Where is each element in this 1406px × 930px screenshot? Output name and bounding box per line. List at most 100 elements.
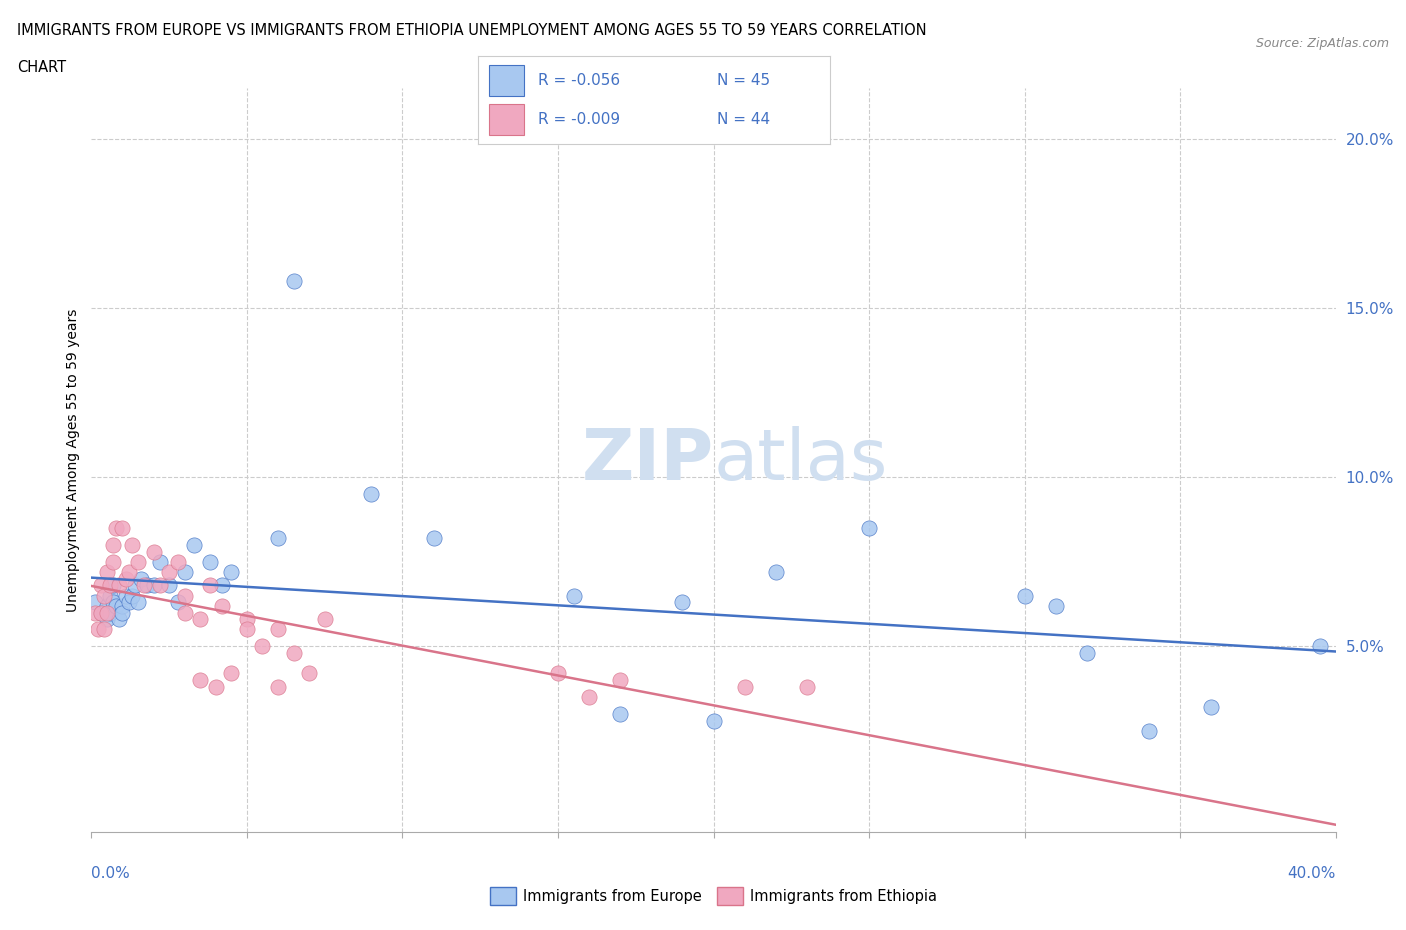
Point xyxy=(188,612,211,627)
Point xyxy=(734,680,756,695)
Point xyxy=(111,598,134,613)
Point xyxy=(198,578,221,593)
Point xyxy=(283,273,305,288)
Point xyxy=(702,713,725,728)
Point xyxy=(1076,645,1098,660)
Point xyxy=(267,680,290,695)
Point xyxy=(98,578,121,593)
Point xyxy=(96,605,118,620)
Point xyxy=(129,571,152,586)
Point xyxy=(142,578,165,593)
Point xyxy=(157,578,180,593)
Point xyxy=(111,521,134,536)
Point xyxy=(1201,699,1223,714)
Point xyxy=(1137,724,1160,738)
Point xyxy=(121,538,143,552)
Point xyxy=(108,578,131,593)
Point xyxy=(127,554,149,569)
Point xyxy=(360,486,382,501)
Point xyxy=(124,578,146,593)
Point xyxy=(96,612,118,627)
Point xyxy=(671,595,693,610)
Point xyxy=(422,531,444,546)
Point xyxy=(83,595,105,610)
Point xyxy=(173,605,195,620)
Point xyxy=(1014,588,1036,603)
Point xyxy=(167,554,190,569)
Point xyxy=(167,595,190,610)
Point xyxy=(118,595,141,610)
Text: atlas: atlas xyxy=(713,426,889,495)
Point xyxy=(173,588,195,603)
Point xyxy=(221,565,243,579)
Point xyxy=(83,605,105,620)
Point xyxy=(578,690,600,705)
Point xyxy=(252,639,274,654)
Y-axis label: Unemployment Among Ages 55 to 59 years: Unemployment Among Ages 55 to 59 years xyxy=(66,309,80,612)
Point xyxy=(149,578,172,593)
Point xyxy=(127,595,149,610)
Point xyxy=(136,578,159,593)
Point xyxy=(101,578,124,593)
Point xyxy=(221,666,243,681)
Point xyxy=(562,588,585,603)
Point xyxy=(118,565,141,579)
Point xyxy=(211,598,233,613)
Point xyxy=(90,605,112,620)
Point xyxy=(267,531,290,546)
Point xyxy=(134,578,156,593)
Legend: Immigrants from Europe, Immigrants from Ethiopia: Immigrants from Europe, Immigrants from … xyxy=(484,881,943,910)
FancyBboxPatch shape xyxy=(489,104,524,136)
Text: N = 44: N = 44 xyxy=(717,113,770,127)
Point xyxy=(105,521,128,536)
Point xyxy=(142,544,165,559)
Point xyxy=(314,612,336,627)
Point xyxy=(86,622,108,637)
Point xyxy=(236,622,259,637)
Point xyxy=(114,571,136,586)
Point xyxy=(101,554,124,569)
Point xyxy=(93,605,115,620)
Text: R = -0.056: R = -0.056 xyxy=(538,73,620,87)
Point xyxy=(157,565,180,579)
Point xyxy=(173,565,195,579)
Point xyxy=(283,645,305,660)
Point xyxy=(96,598,118,613)
Point xyxy=(609,707,631,722)
Point xyxy=(205,680,228,695)
Text: ZIP: ZIP xyxy=(581,426,713,495)
Point xyxy=(1309,639,1331,654)
Point xyxy=(111,605,134,620)
Point xyxy=(121,588,143,603)
Point xyxy=(211,578,233,593)
Point xyxy=(101,595,124,610)
Text: R = -0.009: R = -0.009 xyxy=(538,113,620,127)
Point xyxy=(105,598,128,613)
Point xyxy=(547,666,569,681)
Point xyxy=(96,565,118,579)
Point xyxy=(236,612,259,627)
Text: 40.0%: 40.0% xyxy=(1288,866,1336,881)
FancyBboxPatch shape xyxy=(489,65,524,96)
Point xyxy=(183,538,205,552)
Point xyxy=(93,588,115,603)
Text: IMMIGRANTS FROM EUROPE VS IMMIGRANTS FROM ETHIOPIA UNEMPLOYMENT AMONG AGES 55 TO: IMMIGRANTS FROM EUROPE VS IMMIGRANTS FRO… xyxy=(17,23,927,38)
Point xyxy=(90,605,112,620)
Point xyxy=(149,554,172,569)
Point xyxy=(93,622,115,637)
Point xyxy=(90,578,112,593)
Text: Source: ZipAtlas.com: Source: ZipAtlas.com xyxy=(1256,37,1389,50)
Point xyxy=(188,672,211,687)
Text: CHART: CHART xyxy=(17,60,66,75)
Point xyxy=(609,672,631,687)
Point xyxy=(1045,598,1067,613)
Point xyxy=(198,554,221,569)
Point xyxy=(108,612,131,627)
Point xyxy=(114,588,136,603)
Point xyxy=(267,622,290,637)
Point xyxy=(765,565,787,579)
Text: N = 45: N = 45 xyxy=(717,73,770,87)
Point xyxy=(298,666,321,681)
Point xyxy=(858,521,880,536)
Point xyxy=(101,538,124,552)
